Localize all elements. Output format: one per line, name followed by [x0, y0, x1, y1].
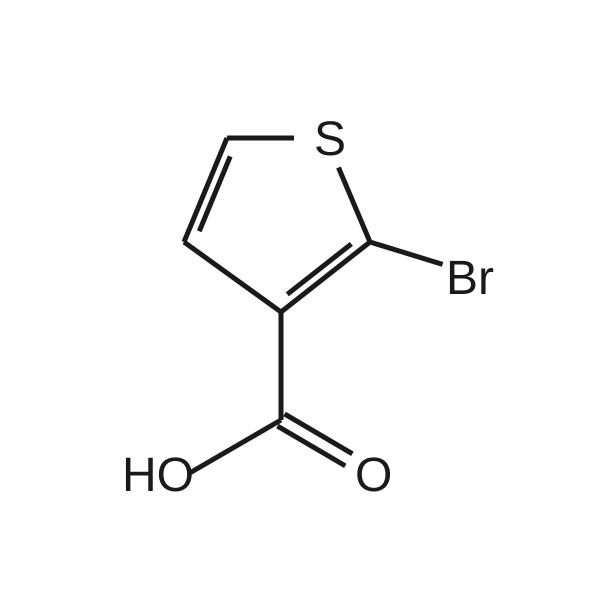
bond [287, 244, 351, 294]
atom-label-o: O [355, 449, 392, 502]
atom-label-s: S [314, 113, 346, 166]
bond [338, 167, 370, 242]
bond [188, 420, 281, 474]
bond [281, 242, 370, 312]
molecule-diagram: S Br O HO [0, 0, 600, 600]
bond [184, 242, 281, 312]
bond [370, 242, 443, 264]
bond [184, 138, 227, 242]
atom-label-ho: HO [122, 449, 194, 502]
atom-label-br: Br [446, 252, 494, 305]
